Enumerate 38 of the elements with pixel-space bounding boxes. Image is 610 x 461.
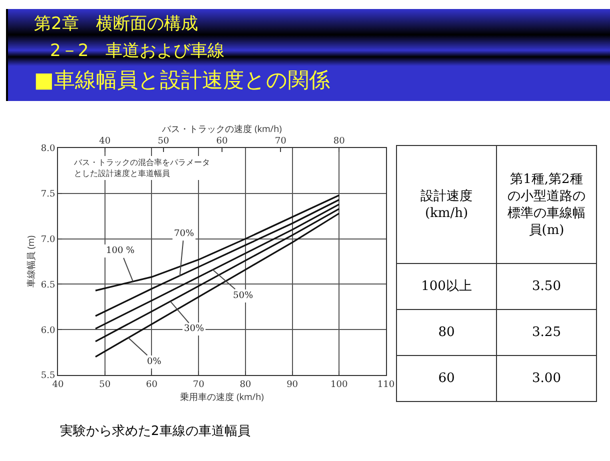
text: 3.50 (531, 278, 562, 295)
y-axis-title: 車線幅員 (m) (24, 235, 38, 288)
x-axis-title: 乗用車の速度 (km/h) (180, 390, 264, 403)
y-tick-label: 7.5 (40, 190, 56, 200)
text: 3.00 (531, 370, 562, 387)
annotation: 50% (233, 291, 254, 301)
line-series (94, 194, 340, 292)
text: 第1種,第2種の小型道路の標準の車線幅員(m) (506, 170, 586, 238)
x2-tick-label: 70 (274, 136, 287, 146)
x-tick-label: 50 (99, 380, 111, 390)
annotation: 30% (184, 324, 204, 334)
text: 設計速度(km/h) (420, 188, 474, 222)
x-tick-label: 70 (192, 380, 205, 390)
x2-tick-label: 40 (99, 136, 111, 146)
x-tick-label: 100 (330, 380, 348, 390)
text: 実験から求めた2車線の車道幅員 (60, 423, 250, 440)
x-tick-label: 90 (286, 380, 298, 390)
x-tick-label: 60 (146, 380, 158, 390)
annotation: 100 % (106, 246, 136, 256)
text: 3.25 (531, 324, 562, 341)
y-tick-label: 8.0 (40, 144, 56, 154)
y-tick-label: 6.0 (40, 326, 56, 336)
text: 100以上 (420, 278, 473, 295)
x-tick-label: 110 (377, 380, 395, 390)
y-tick-label: 7.0 (40, 234, 56, 245)
x2-tick-label: 60 (216, 136, 228, 146)
annotation: バス・トラックの混合率をパラメータとした設計速度と車道幅員 (72, 156, 216, 180)
y-tick-label: 5.5 (40, 371, 56, 382)
annotation: 70% (174, 229, 194, 239)
x2-tick-label: 50 (158, 136, 170, 146)
x2-axis-title: バス・トラックの速度 (km/h) (161, 122, 282, 135)
y-tick-label: 6.5 (40, 280, 56, 290)
x-tick-label: 40 (52, 380, 64, 390)
x-tick-label: 80 (240, 380, 252, 390)
annotation: 0% (147, 357, 162, 367)
x2-tick-label: 80 (333, 136, 346, 146)
chart-title: 第2章 横断面の構成 (34, 13, 198, 35)
text: 80 (437, 324, 456, 341)
